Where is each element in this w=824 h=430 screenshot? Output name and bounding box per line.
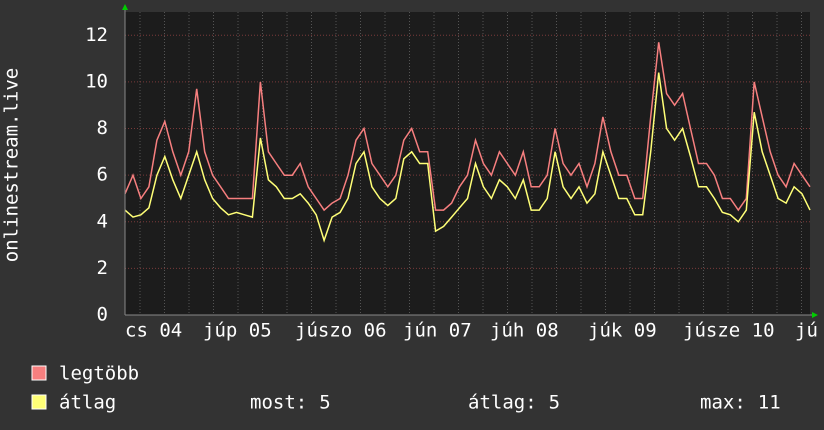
legend-label: legtöbb <box>59 363 139 385</box>
y-tick-label: 2 <box>97 257 108 279</box>
stat-value: 5 <box>319 392 330 414</box>
y-tick-label: 4 <box>97 210 108 232</box>
stat-value: 5 <box>549 392 560 414</box>
x-tick-label: júsze 10 <box>683 320 775 342</box>
x-arrow <box>812 312 818 318</box>
legend-swatch <box>31 365 47 381</box>
x-tick-label: júh 08 <box>490 320 559 342</box>
y-tick-label: 12 <box>85 24 108 46</box>
x-tick-label: jún 07 <box>403 320 472 342</box>
x-tick-label: cs 04 <box>125 320 182 342</box>
x-tick-label: júp 05 <box>203 320 272 342</box>
stat-label: most: <box>250 392 307 414</box>
y-axis-label: onlinestream.live <box>1 68 23 262</box>
legend-label: átlag <box>59 392 116 414</box>
x-tick-label: júszo 06 <box>295 320 387 342</box>
legend-swatch <box>31 394 47 410</box>
y-arrow <box>122 4 128 10</box>
series-line <box>124 72 811 243</box>
stat-label: max: <box>700 392 746 414</box>
stat-label: átlag: <box>468 392 537 414</box>
x-tick-label: júk 09 <box>588 320 657 342</box>
stat-value: 11 <box>758 392 781 414</box>
series-line <box>124 42 811 212</box>
y-tick-label: 6 <box>97 164 108 186</box>
plot-area <box>125 12 810 315</box>
y-tick-label: 8 <box>97 117 108 139</box>
y-tick-label: 0 <box>97 304 108 326</box>
x-tick-label: jú <box>795 320 818 342</box>
y-tick-label: 10 <box>85 70 108 92</box>
